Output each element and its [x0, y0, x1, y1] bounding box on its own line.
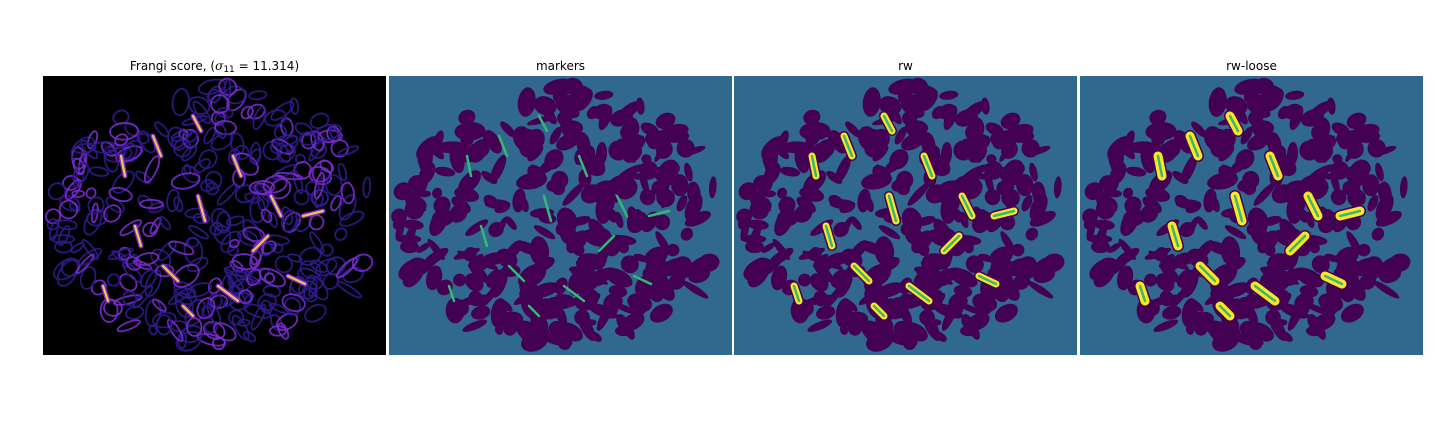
- panel-title-rw: rw: [898, 59, 913, 73]
- frangi-title-suffix: = 11.314): [234, 59, 300, 73]
- frangi-title-sub: 11: [223, 65, 235, 75]
- rw-image: [734, 76, 1077, 355]
- frangi-title-symbol: σ: [215, 59, 224, 73]
- frangi-score-image: [43, 76, 386, 355]
- panel-title-rw-loose: rw-loose: [1226, 59, 1277, 73]
- rw-loose-image: [1080, 76, 1423, 355]
- panel-title-frangi: Frangi score, (σ11 = 11.314): [43, 58, 386, 75]
- frangi-title-prefix: Frangi score, (: [129, 59, 216, 73]
- markers-image: [389, 76, 732, 355]
- panel-title-markers: markers: [535, 59, 586, 73]
